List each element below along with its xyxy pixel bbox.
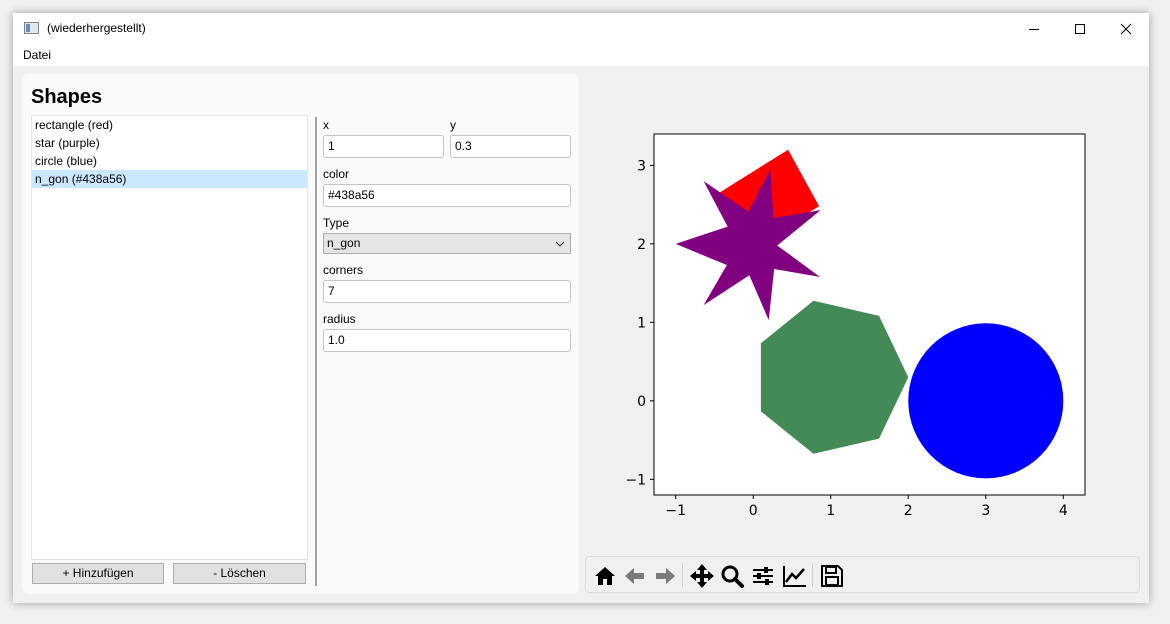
list-item[interactable]: star (purple) (35, 136, 100, 150)
radius-field[interactable]: 1.0 (323, 329, 571, 352)
y-tick-label: 0 (637, 394, 646, 410)
configure-subplots-button[interactable] (750, 563, 776, 589)
shapes-layer (675, 149, 1064, 479)
pan-icon (690, 564, 714, 588)
plot-toolbar (585, 556, 1140, 593)
window-title: (wiederhergestellt) (47, 21, 146, 35)
toolbar-separator (682, 563, 683, 587)
x-tick-label: 2 (904, 503, 913, 519)
back-icon (625, 568, 644, 584)
add-shape-button[interactable]: + Hinzufügen (32, 563, 164, 584)
menu-file[interactable]: Datei (23, 48, 52, 62)
forward-button[interactable] (652, 563, 678, 589)
corners-field[interactable]: 7 (323, 280, 571, 303)
x-tick-label: −1 (665, 503, 686, 519)
chevron-down-icon (555, 241, 565, 247)
minimize-icon (1029, 28, 1039, 30)
x-tick-label: 3 (981, 503, 990, 519)
panel-title: Shapes (31, 86, 103, 108)
color-label: color (323, 167, 350, 181)
list-item[interactable]: circle (blue) (35, 154, 98, 168)
splitter[interactable] (315, 117, 317, 586)
y-tick-label: 1 (637, 315, 646, 331)
minimize-button[interactable] (1011, 13, 1057, 44)
y-field[interactable]: 0.3 (450, 135, 571, 158)
corners-label: corners (323, 263, 364, 277)
edit-axis-icon (783, 566, 806, 587)
x-tick-label: 4 (1059, 503, 1068, 519)
type-select-value: n_gon (327, 236, 361, 250)
y-tick-label: −1 (625, 472, 646, 488)
title-bar: (wiederhergestellt) (13, 13, 1149, 44)
type-label: Type (323, 216, 350, 230)
x-tick-label: 0 (749, 503, 758, 519)
shape-circle (908, 323, 1064, 479)
app-icon (24, 22, 39, 34)
app-window: (wiederhergestellt) Datei Shapes rectang… (13, 13, 1149, 603)
back-button[interactable] (622, 563, 648, 589)
y-label: y (450, 118, 456, 132)
x-label: x (323, 118, 329, 132)
shape-n-gon (760, 300, 909, 454)
color-field[interactable]: #438a56 (323, 184, 571, 207)
delete-shape-button[interactable]: - Löschen (173, 563, 306, 584)
maximize-button[interactable] (1057, 13, 1103, 44)
home-icon (595, 567, 615, 585)
list-item-selected[interactable]: n_gon (#438a56) (32, 170, 307, 188)
plot-canvas[interactable]: −1 0 1 2 3 4 −1 0 1 2 3 (585, 103, 1140, 553)
save-icon (821, 565, 843, 587)
x-field[interactable]: 1 (323, 135, 444, 158)
close-icon (1120, 23, 1132, 34)
list-item[interactable]: rectangle (red) (35, 118, 114, 132)
y-tick-label: 2 (637, 237, 646, 253)
maximize-icon (1075, 23, 1085, 34)
radius-label: radius (323, 312, 356, 326)
edit-axis-button[interactable] (782, 563, 808, 589)
shapes-panel: Shapes rectangle (red) star (purple) cir… (22, 74, 579, 594)
close-button[interactable] (1103, 13, 1149, 44)
y-tick-label: 3 (637, 158, 646, 174)
type-select[interactable]: n_gon (323, 233, 571, 254)
save-button[interactable] (819, 563, 845, 589)
menu-bar: Datei (13, 44, 1149, 66)
forward-icon (656, 568, 675, 584)
toolbar-separator (812, 563, 813, 587)
x-tick-label: 1 (826, 503, 835, 519)
plot-frame (653, 133, 1086, 496)
zoom-button[interactable] (719, 563, 745, 589)
shape-star (675, 169, 821, 320)
zoom-icon (721, 565, 744, 588)
home-button[interactable] (592, 563, 618, 589)
ticks-layer: −1 0 1 2 3 4 −1 0 1 2 3 (625, 158, 1067, 519)
pan-button[interactable] (689, 563, 715, 589)
configure-subplots-icon (753, 567, 773, 585)
shape-list[interactable]: rectangle (red) star (purple) circle (bl… (31, 115, 308, 560)
